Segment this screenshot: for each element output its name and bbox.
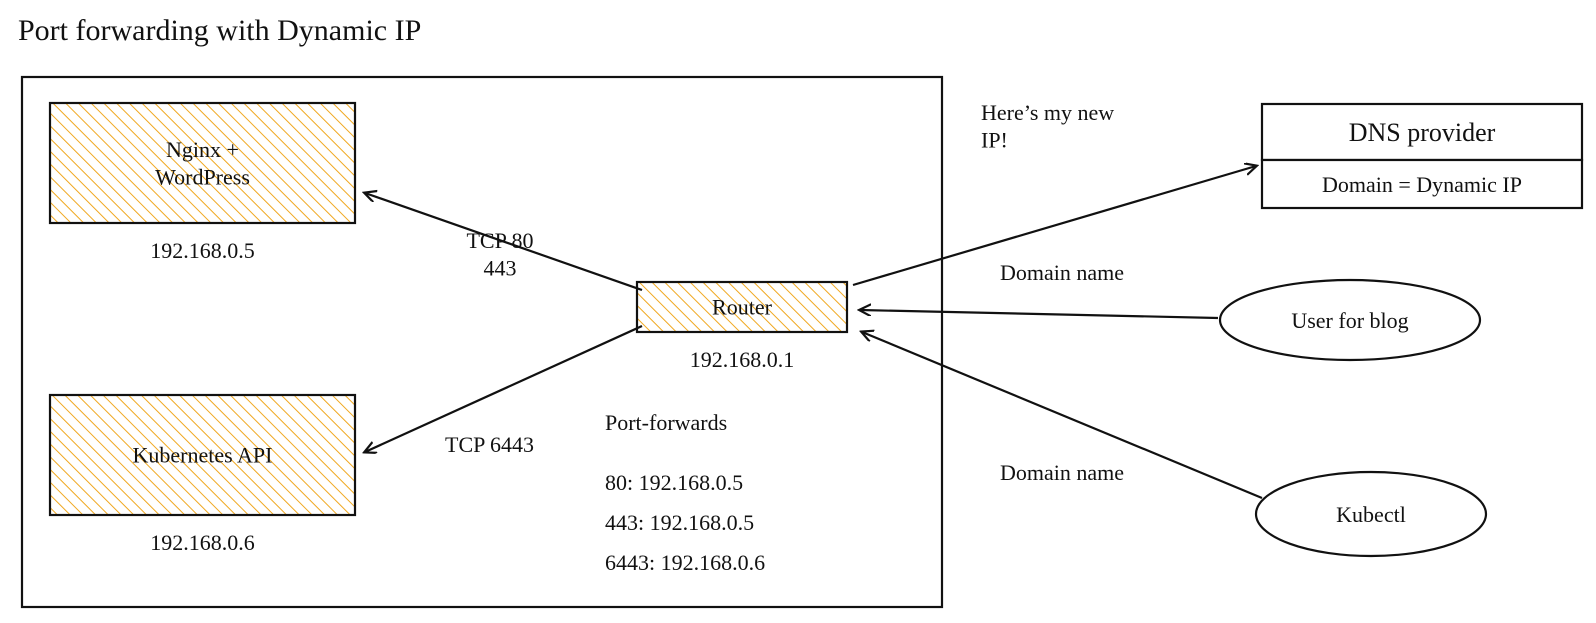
- node-router-label: Router: [712, 295, 773, 320]
- label-tcp80: TCP 80443: [466, 228, 533, 281]
- label-domain1: Domain name: [1000, 260, 1124, 285]
- diagram-title: Port forwarding with Dynamic IP: [18, 14, 421, 47]
- node-k8s-ip: 192.168.0.6: [150, 530, 255, 555]
- label-pf2: 443: 192.168.0.5: [605, 510, 754, 535]
- node-dns-title: DNS provider: [1349, 118, 1496, 147]
- diagram-canvas: Nginx +WordPress192.168.0.5 Kubernetes AP…: [0, 0, 1596, 623]
- node-kubectl: Kubectl: [1256, 472, 1486, 556]
- node-nginx-ip: 192.168.0.5: [150, 238, 255, 263]
- label-pf3: 6443: 192.168.0.6: [605, 550, 765, 575]
- node-router-ip: 192.168.0.1: [690, 347, 795, 372]
- node-k8s-label: Kubernetes API: [133, 443, 273, 468]
- node-kubectl-label: Kubectl: [1336, 502, 1406, 527]
- node-k8s: Kubernetes API 192.168.0.6: [50, 395, 355, 555]
- node-dns-subtitle: Domain = Dynamic IP: [1322, 172, 1522, 197]
- label-newip: Here’s my newIP!: [981, 100, 1114, 153]
- node-dns: DNS provider Domain = Dynamic IP: [1262, 104, 1582, 208]
- node-user: User for blog: [1220, 280, 1480, 360]
- node-nginx: Nginx +WordPress192.168.0.5: [50, 103, 355, 263]
- arrow-user_to_router: [860, 310, 1218, 318]
- label-pfhead: Port-forwards: [605, 410, 727, 435]
- node-router: Router 192.168.0.1: [637, 282, 847, 372]
- label-tcp6443: TCP 6443: [445, 432, 534, 457]
- label-pf1: 80: 192.168.0.5: [605, 470, 743, 495]
- label-domain2: Domain name: [1000, 460, 1124, 485]
- node-user-label: User for blog: [1291, 308, 1408, 333]
